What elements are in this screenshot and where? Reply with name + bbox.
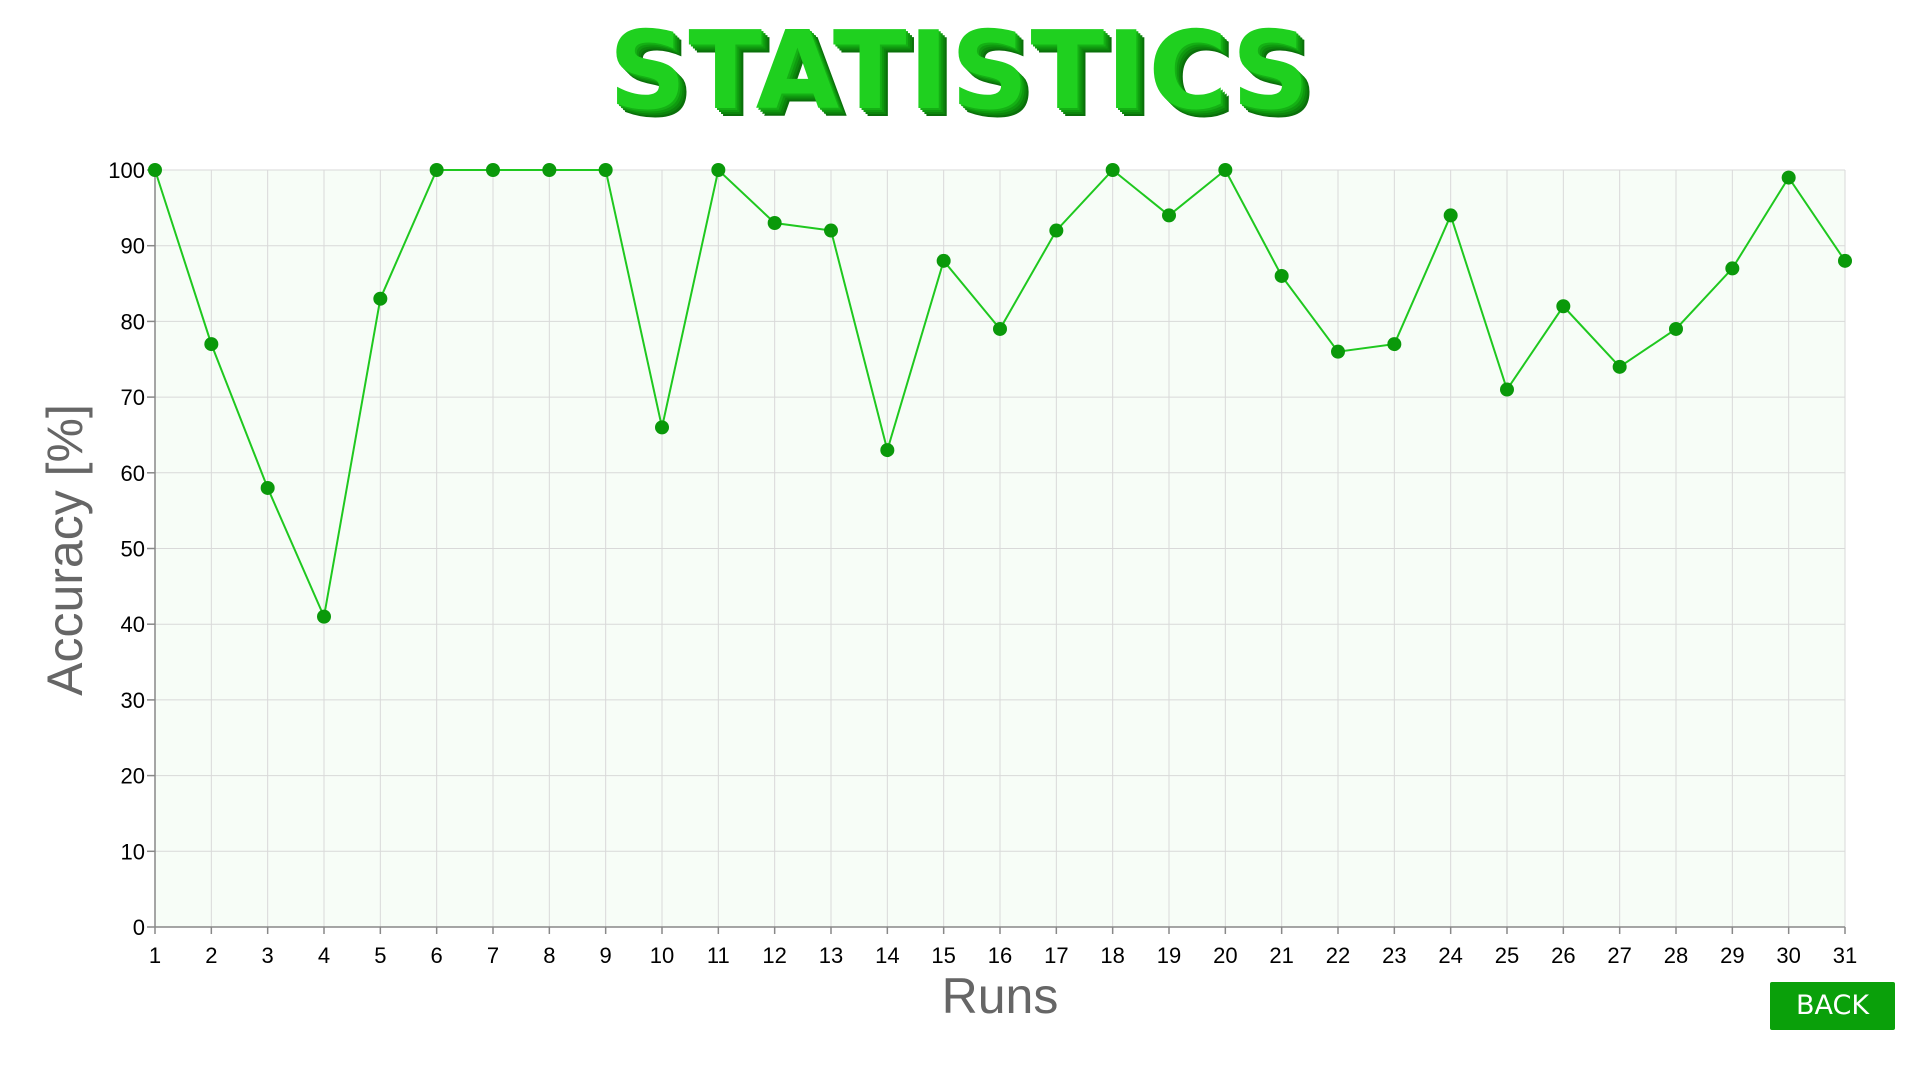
x-tick-label: 30	[1776, 943, 1800, 968]
x-tick-label: 23	[1382, 943, 1406, 968]
x-tick-label: 25	[1495, 943, 1519, 968]
data-point	[1331, 344, 1345, 359]
data-point	[373, 291, 388, 306]
x-tick-label: 18	[1100, 943, 1124, 968]
y-tick-label: 60	[121, 461, 145, 486]
x-tick-label: 12	[762, 943, 786, 968]
x-tick-label: 6	[431, 943, 443, 968]
data-point	[1612, 359, 1627, 374]
x-tick-label: 1	[149, 943, 161, 968]
data-point	[204, 337, 219, 352]
data-point	[429, 163, 444, 177]
x-tick-label: 28	[1664, 943, 1688, 968]
data-point	[824, 223, 838, 238]
x-axis-title: Runs	[942, 968, 1059, 1024]
x-tick-label: 19	[1157, 943, 1181, 968]
y-tick-label: 50	[121, 537, 145, 562]
x-tick-label: 10	[650, 943, 674, 968]
y-tick-label: 20	[121, 764, 145, 789]
x-tick-label: 9	[600, 943, 612, 968]
data-point	[148, 163, 162, 177]
data-point	[655, 420, 669, 435]
data-point	[1725, 261, 1740, 276]
page-title: STATISTICS	[608, 9, 1312, 134]
data-point	[936, 253, 951, 268]
x-tick-label: 27	[1607, 943, 1631, 968]
x-tick-label: 4	[318, 943, 330, 968]
y-tick-label: 40	[121, 612, 145, 637]
x-tick-label: 16	[988, 943, 1012, 968]
data-point	[598, 163, 613, 177]
x-tick-label: 26	[1551, 943, 1575, 968]
x-tick-label: 31	[1833, 943, 1857, 968]
x-tick-label: 5	[374, 943, 386, 968]
data-point	[767, 215, 782, 230]
y-tick-label: 100	[108, 158, 145, 183]
data-point	[1781, 170, 1796, 185]
x-tick-label: 3	[262, 943, 274, 968]
y-tick-labels: 0 10 20 30 40 50 60 70 80 90 100	[108, 158, 145, 940]
data-point	[1838, 253, 1852, 268]
y-tick-label: 80	[121, 309, 145, 334]
x-tick-label: 8	[543, 943, 555, 968]
data-point	[711, 163, 726, 177]
data-point	[317, 609, 331, 624]
data-point	[1105, 163, 1120, 177]
data-point	[1443, 208, 1458, 223]
data-point	[1049, 223, 1064, 238]
data-point	[1162, 208, 1176, 223]
x-tick-label: 17	[1044, 943, 1068, 968]
x-tick-label: 13	[819, 943, 843, 968]
back-button[interactable]: BACK	[1770, 982, 1895, 1030]
grid-lines	[154, 169, 1846, 928]
data-point	[1556, 299, 1571, 314]
x-tick-label: 29	[1720, 943, 1744, 968]
data-point	[880, 443, 895, 458]
y-axis-title: Accuracy [%]	[37, 404, 93, 696]
data-point	[1387, 337, 1402, 352]
x-tick-label: 20	[1213, 943, 1237, 968]
y-tick-label: 70	[121, 385, 145, 410]
data-point	[1218, 163, 1233, 177]
x-tick-label: 22	[1326, 943, 1350, 968]
data-point	[993, 321, 1007, 336]
data-point	[486, 163, 500, 177]
x-tick-label: 11	[707, 943, 730, 968]
data-point	[1500, 382, 1514, 397]
x-tick-label: 7	[487, 943, 499, 968]
y-tick-label: 10	[121, 839, 145, 864]
y-tick-label: 30	[121, 688, 145, 713]
y-tick-label: 90	[121, 234, 145, 259]
data-points	[148, 163, 1852, 624]
data-point	[260, 480, 275, 495]
data-point	[1669, 321, 1683, 336]
x-tick-label: 15	[931, 943, 955, 968]
data-point	[1274, 268, 1289, 283]
data-point	[542, 163, 557, 177]
x-tick-label: 2	[205, 943, 217, 968]
x-tick-labels: 1 2 3 4 5 6 7 8 9 10 11 12 13 14 15 16 17 18 19 20 21 22 23 24 2…	[149, 943, 1857, 968]
y-tick-label: 0	[133, 915, 145, 940]
x-tick-label: 21	[1269, 943, 1293, 968]
x-tick-label: 14	[875, 943, 899, 968]
x-tick-label: 24	[1438, 943, 1462, 968]
